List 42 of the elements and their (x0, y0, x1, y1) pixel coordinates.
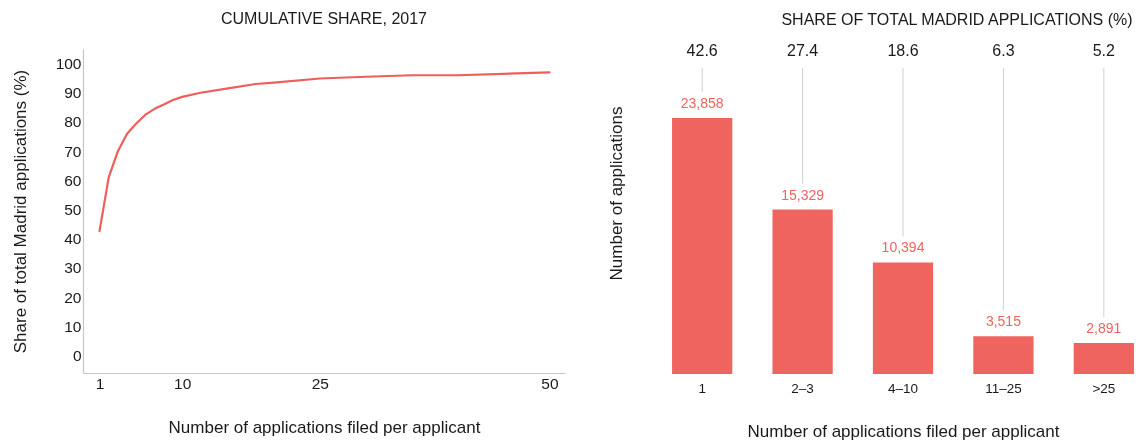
y-tick-label: 0 (72, 346, 82, 364)
y-axis-title: Number of applications (606, 106, 626, 281)
x-axis-title: Number of applications filed per applicant (168, 418, 481, 437)
x-tick-label: 2–3 (791, 380, 814, 396)
text: 27.4 (787, 42, 819, 59)
y-tick-label: 50 (64, 201, 82, 219)
y-tick-label: 80 (64, 113, 82, 131)
y-tick-label: 70 (64, 142, 82, 160)
bar (772, 209, 833, 374)
text: 18.6 (887, 42, 919, 59)
x-tick-label: 4–10 (887, 380, 919, 396)
chart-title: CUMULATIVE SHARE, 2017 (221, 10, 428, 27)
x-tick-label: 1 (698, 380, 706, 396)
y-tick-label: 10 (64, 317, 82, 335)
y-tick-label: 40 (64, 230, 82, 248)
text: 42.6 (686, 42, 718, 59)
data-label: 15,329 (781, 186, 825, 203)
y-tick-label: 60 (64, 171, 82, 189)
data-label: 2,891 (1086, 319, 1122, 336)
text: 5.2 (1092, 42, 1116, 59)
y-tick-label: 100 (55, 55, 82, 73)
bar (872, 262, 934, 374)
y-tick-label: 90 (64, 84, 82, 102)
x-tick-label: 1 (95, 374, 105, 392)
y-axis-title: Share of total Madrid applications (%) (10, 69, 30, 354)
x-axis-title: Number of applications filed per applicant (747, 422, 1060, 441)
text: 6.3 (992, 42, 1015, 59)
x-tick-label: 10 (174, 374, 192, 392)
data-label: 10,394 (881, 239, 925, 256)
bar (672, 118, 733, 374)
chart-title: SHARE OF TOTAL MADRID APPLICATIONS (%) (781, 11, 1133, 28)
y-tick-label: 20 (64, 288, 82, 306)
x-tick-label: 25 (311, 374, 329, 392)
line-series (98, 71, 551, 233)
x-tick-label: 11–25 (985, 380, 1022, 396)
x-tick-label: 50 (541, 374, 559, 392)
data-label: 23,858 (680, 95, 724, 111)
bar (1073, 342, 1134, 374)
data-label: 3,515 (985, 313, 1022, 330)
y-tick-label: 30 (64, 259, 82, 277)
bar (973, 336, 1034, 374)
x-tick-label: >25 (1092, 380, 1116, 396)
